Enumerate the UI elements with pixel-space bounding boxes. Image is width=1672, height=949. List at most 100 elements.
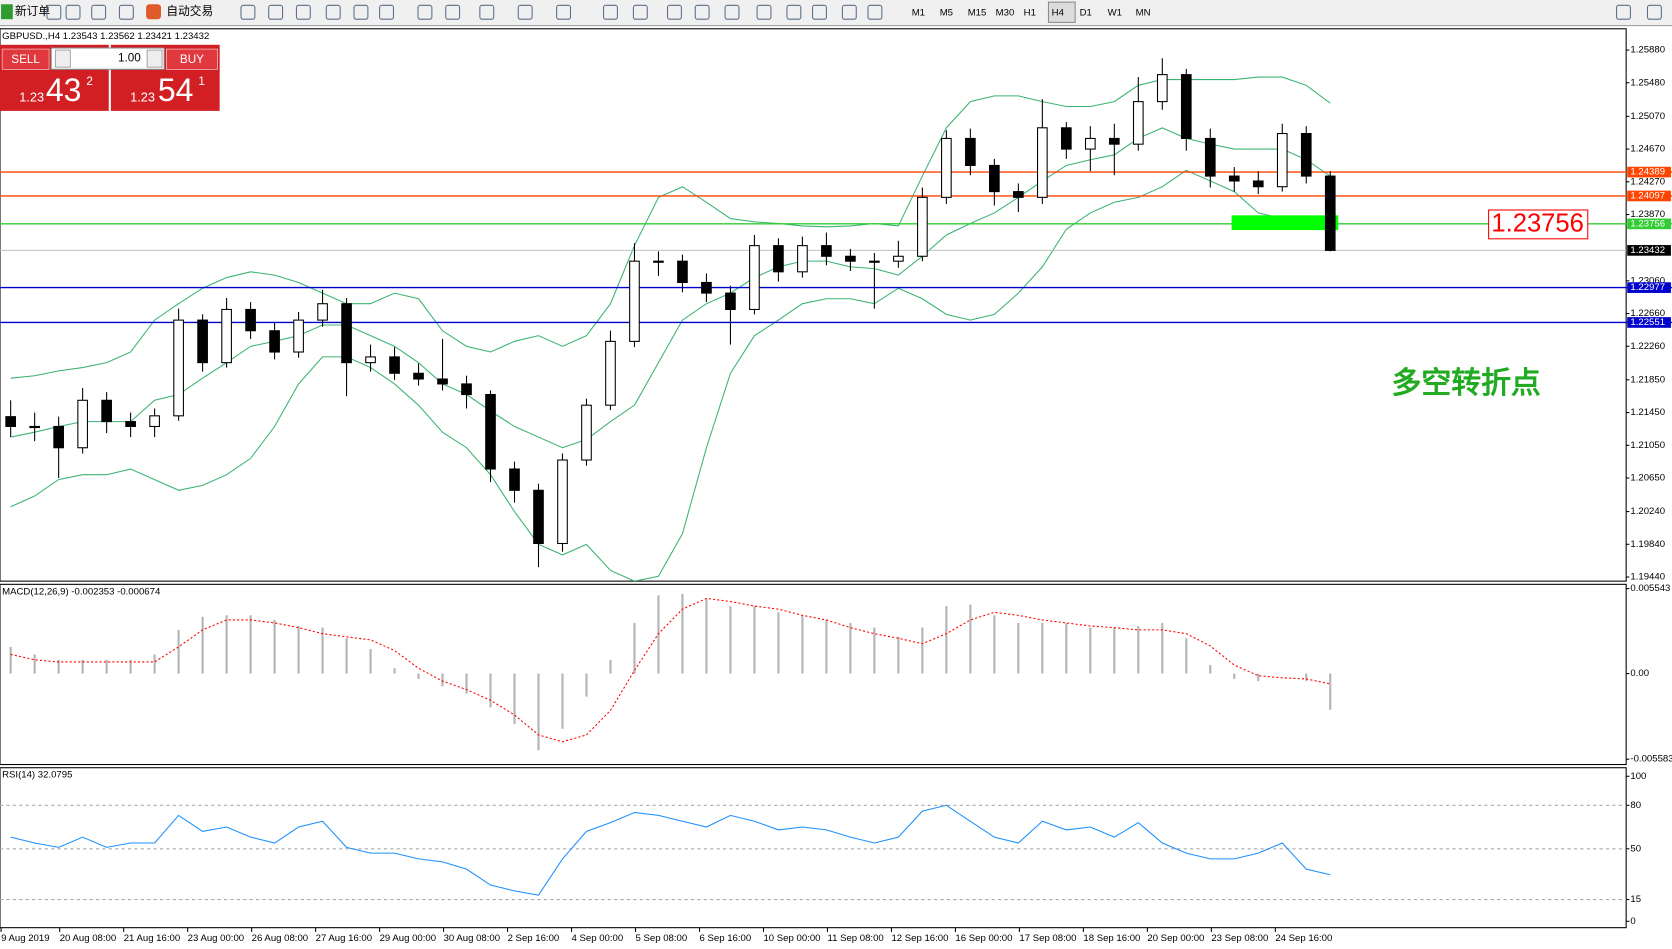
candle-body xyxy=(245,308,256,332)
auto-trading-icon[interactable] xyxy=(146,4,162,20)
toolbar-icon[interactable] xyxy=(417,4,433,20)
ask-big-figure: 1.23 xyxy=(130,89,155,104)
main-chart-frame xyxy=(0,28,1627,582)
candle-body xyxy=(29,425,40,429)
time-label: 24 Sep 16:00 xyxy=(1275,933,1332,944)
toolbar-icon[interactable] xyxy=(240,4,256,20)
time-label: 6 Sep 16:00 xyxy=(700,933,752,944)
level-label-box xyxy=(1627,218,1671,230)
candle-body xyxy=(965,137,976,166)
toolbar-icon[interactable] xyxy=(118,4,134,20)
candle-body xyxy=(1132,101,1144,145)
toolbar-icon[interactable] xyxy=(445,4,461,20)
candle-body xyxy=(125,421,136,428)
toolbar-icon[interactable] xyxy=(517,4,533,20)
timeframe-button[interactable]: MN xyxy=(1136,7,1151,18)
toolbar-icon[interactable] xyxy=(353,4,369,20)
y-tick-label: 1.25480 xyxy=(1630,77,1665,88)
toolbar-icon[interactable] xyxy=(1646,4,1662,20)
level-label: 1.24097 xyxy=(1630,190,1665,201)
level-label-box xyxy=(1627,282,1671,293)
bid-fraction: 2 xyxy=(86,75,93,88)
candle-body xyxy=(509,468,520,491)
toolbar-icon[interactable] xyxy=(632,4,648,20)
candle-body xyxy=(293,319,304,353)
toolbar-icon[interactable] xyxy=(295,4,311,20)
y-tick-label: 15 xyxy=(1630,894,1641,905)
candle-body xyxy=(1228,175,1240,182)
toolbar-icon[interactable] xyxy=(841,4,857,20)
time-label: 17 Sep 08:00 xyxy=(1019,933,1076,944)
candle-body xyxy=(413,372,424,380)
candle-body xyxy=(725,292,736,310)
toolbar-icon[interactable] xyxy=(756,4,772,20)
sell-label: SELL xyxy=(11,53,40,66)
timeframe-button[interactable]: D1 xyxy=(1080,7,1092,18)
candle-body xyxy=(581,404,592,461)
toolbar-icon[interactable] xyxy=(666,4,682,20)
toolbar-icon[interactable] xyxy=(65,4,81,20)
timeframe-button[interactable]: M30 xyxy=(996,7,1015,18)
new-order-button[interactable]: 新订单 xyxy=(15,4,50,18)
time-label: 12 Sep 16:00 xyxy=(891,933,948,944)
lots-input[interactable] xyxy=(50,47,165,70)
timeframe-button[interactable]: M1 xyxy=(912,7,925,18)
candle-body xyxy=(821,245,832,257)
time-label: 26 Aug 08:00 xyxy=(252,933,308,944)
toolbar-icon[interactable] xyxy=(379,4,395,20)
ask-pips: 54 xyxy=(158,72,194,108)
toolbar-icon[interactable] xyxy=(479,4,495,20)
toolbar-icon[interactable] xyxy=(867,4,883,20)
y-tick-label: 1.23870 xyxy=(1630,209,1665,220)
time-label: 29 Aug 00:00 xyxy=(380,933,436,944)
ask-fraction: 1 xyxy=(198,75,205,88)
toolbar-icon[interactable] xyxy=(91,4,107,20)
bollinger-band xyxy=(10,76,1331,379)
bid-pips: 43 xyxy=(46,72,82,108)
lots-decrease[interactable] xyxy=(54,49,71,68)
level-label: 1.22551 xyxy=(1630,317,1665,328)
time-label: 27 Aug 16:00 xyxy=(316,933,372,944)
toolbar-icon[interactable] xyxy=(325,4,341,20)
time-label: 20 Aug 08:00 xyxy=(60,933,116,944)
candle-body xyxy=(677,260,688,283)
toolbar-icon[interactable] xyxy=(724,4,740,20)
candle-body xyxy=(461,383,472,396)
auto-trading-button[interactable]: 自动交易 xyxy=(166,4,213,18)
candle-body xyxy=(1252,180,1264,188)
toolbar-icon[interactable] xyxy=(812,4,827,20)
candle-body xyxy=(989,164,1000,193)
buy-button[interactable] xyxy=(166,48,218,70)
sell-button[interactable] xyxy=(1,48,50,70)
toolbar-icon[interactable] xyxy=(1616,4,1631,20)
toolbar-icon[interactable] xyxy=(786,4,802,20)
toolbar-icon[interactable] xyxy=(46,4,62,20)
lots-value: 1.00 xyxy=(118,52,141,65)
time-label: 21 Aug 16:00 xyxy=(124,933,180,944)
current-price-box xyxy=(1627,245,1671,256)
timeframe-button[interactable]: W1 xyxy=(1108,7,1122,18)
time-label: 9 Aug 2019 xyxy=(1,933,49,944)
lots-increase[interactable] xyxy=(146,49,163,68)
candle-body xyxy=(1180,74,1192,139)
candle-body xyxy=(317,303,328,321)
candle-body xyxy=(149,415,160,428)
timeframe-button[interactable]: H4 xyxy=(1052,7,1065,18)
candle-body xyxy=(557,459,568,545)
candle-body xyxy=(389,356,400,374)
timeframe-button[interactable]: H1 xyxy=(1024,7,1036,18)
toolbar-icon[interactable] xyxy=(268,4,284,20)
new-order-icon[interactable] xyxy=(1,4,13,20)
y-tick-label: 1.24270 xyxy=(1630,176,1665,187)
timeframe-button[interactable]: M5 xyxy=(940,7,953,18)
toolbar-icon[interactable] xyxy=(603,4,618,20)
time-label: 16 Sep 00:00 xyxy=(955,933,1012,944)
toolbar-icon[interactable] xyxy=(694,4,710,20)
y-tick-label: 1.19840 xyxy=(1630,539,1665,550)
toolbar-icon[interactable] xyxy=(556,4,572,20)
candle-body xyxy=(893,255,904,262)
level-label-box xyxy=(1627,190,1671,202)
timeframe-button[interactable]: M15 xyxy=(968,7,987,18)
